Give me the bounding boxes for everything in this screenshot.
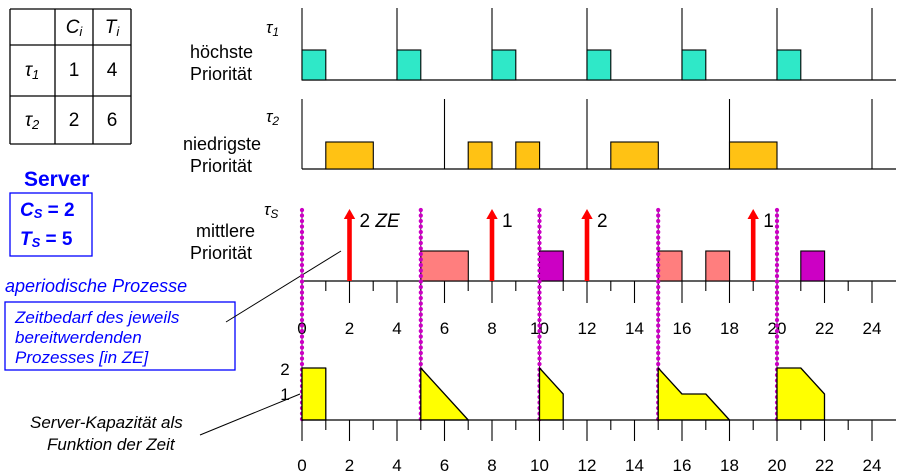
svg-text:8: 8 — [487, 319, 496, 338]
svg-text:16: 16 — [673, 319, 692, 338]
svg-text:Server: Server — [24, 168, 89, 191]
svg-text:Zeitbedarf des jeweils: Zeitbedarf des jeweils — [14, 308, 180, 327]
svg-text:10: 10 — [530, 456, 549, 475]
svg-text:1: 1 — [763, 211, 774, 232]
svg-text:6: 6 — [440, 319, 449, 338]
svg-text:8: 8 — [487, 456, 496, 475]
svg-text:4: 4 — [392, 319, 401, 338]
svg-text:Priorität: Priorität — [190, 243, 252, 263]
svg-text:2: 2 — [597, 211, 608, 232]
svg-text:τS: τS — [264, 200, 278, 221]
svg-text:6: 6 — [440, 456, 449, 475]
svg-text:CS = 2: CS = 2 — [20, 200, 75, 221]
svg-text:22: 22 — [815, 319, 834, 338]
svg-text:Ti: Ti — [105, 17, 121, 39]
svg-text:14: 14 — [625, 319, 644, 338]
svg-text:τ2: τ2 — [266, 107, 279, 128]
svg-text:1: 1 — [280, 385, 289, 404]
svg-text:18: 18 — [720, 319, 739, 338]
svg-text:Priorität: Priorität — [190, 64, 252, 84]
svg-text:τ1: τ1 — [25, 60, 39, 82]
svg-text:0: 0 — [297, 456, 306, 475]
svg-text:4: 4 — [107, 60, 118, 81]
svg-text:24: 24 — [863, 319, 882, 338]
svg-text:22: 22 — [815, 456, 834, 475]
svg-text:2: 2 — [69, 110, 80, 131]
svg-text:1: 1 — [69, 60, 80, 81]
svg-text:2: 2 — [345, 456, 354, 475]
svg-text:τ1: τ1 — [266, 18, 279, 39]
svg-text:12: 12 — [578, 319, 597, 338]
svg-text:höchste: höchste — [190, 42, 253, 62]
svg-text:niedrigste: niedrigste — [183, 134, 261, 154]
svg-text:Priorität: Priorität — [190, 156, 252, 176]
svg-text:4: 4 — [392, 456, 401, 475]
svg-text:aperiodische Prozesse: aperiodische Prozesse — [5, 276, 187, 296]
svg-text:bereitwerdenden: bereitwerdenden — [15, 328, 142, 347]
svg-text:14: 14 — [625, 456, 644, 475]
svg-text:16: 16 — [673, 456, 692, 475]
svg-text:Ci: Ci — [66, 17, 84, 39]
svg-text:2: 2 — [345, 319, 354, 338]
svg-text:Server-Kapazität als: Server-Kapazität als — [30, 413, 183, 432]
svg-text:1: 1 — [502, 211, 513, 232]
svg-text:24: 24 — [863, 456, 882, 475]
svg-text:18: 18 — [720, 456, 739, 475]
svg-text:mittlere: mittlere — [196, 221, 255, 241]
svg-text:6: 6 — [107, 110, 118, 131]
svg-text:12: 12 — [578, 456, 597, 475]
svg-text:2 ZE: 2 ZE — [360, 211, 400, 232]
svg-text:20: 20 — [768, 456, 787, 475]
svg-text:Funktion der Zeit: Funktion der Zeit — [47, 435, 176, 454]
svg-text:Prozesses [in ZE]: Prozesses [in ZE] — [15, 348, 149, 367]
svg-text:2: 2 — [280, 360, 289, 379]
svg-text:τ2: τ2 — [25, 110, 40, 132]
svg-text:TS = 5: TS = 5 — [20, 229, 73, 250]
